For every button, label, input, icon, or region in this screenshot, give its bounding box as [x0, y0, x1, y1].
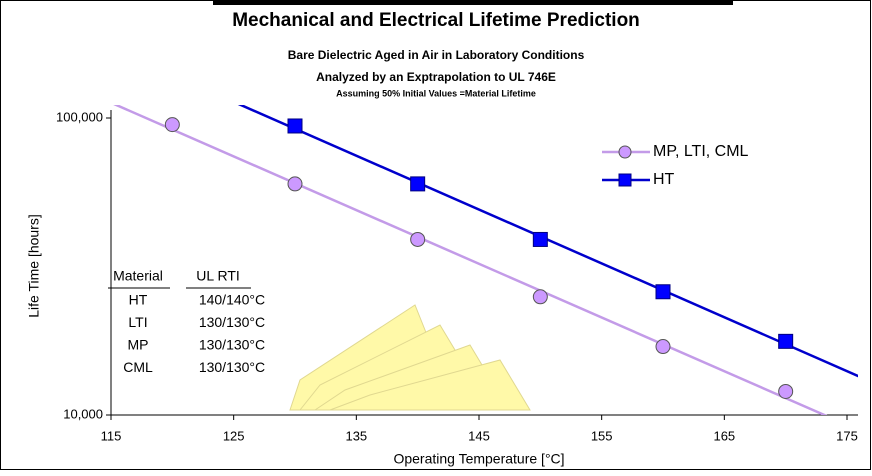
table-cell: HT [129, 292, 148, 308]
x-tick-label: 155 [591, 428, 613, 443]
legend-marker [618, 145, 632, 159]
trend-line [237, 105, 858, 378]
legend-marker [618, 173, 632, 187]
x-tick-label: 115 [101, 428, 122, 443]
table-cell: 140/140°C [199, 292, 265, 308]
marker [164, 117, 180, 133]
y-tick-label: 10,000 [63, 406, 103, 421]
x-axis-label: Operating Temperature [°C] [393, 451, 564, 467]
x-tick-label: 135 [345, 428, 367, 443]
table-header: Material [113, 268, 163, 284]
marker [655, 284, 671, 300]
legend-label: MP, LTI, CML [653, 143, 749, 160]
table-cell: MP [128, 337, 149, 353]
chart-subtitle: Analyzed by an Exptrapolation to UL 746E [316, 70, 556, 84]
x-tick-label: 145 [468, 428, 490, 443]
table-cell: 130/130°C [199, 359, 265, 375]
legend-label: HT [653, 171, 675, 188]
table-header: UL RTI [196, 268, 240, 284]
chart-subtitle: Bare Dielectric Aged in Air in Laborator… [288, 48, 585, 62]
table-cell: LTI [128, 314, 147, 330]
chart-title: Mechanical and Electrical Lifetime Predi… [232, 10, 640, 31]
marker [532, 231, 548, 247]
table-cell: 130/130°C [199, 314, 265, 330]
table-cell: CML [123, 359, 153, 375]
trend-line [113, 105, 828, 415]
marker [287, 176, 303, 192]
x-tick-label: 125 [223, 428, 245, 443]
marker [410, 231, 426, 247]
chart-subtitle: Assuming 50% Initial Values =Material Li… [336, 88, 536, 98]
marker [410, 176, 426, 192]
y-tick-label: 100,000 [56, 109, 103, 124]
marker [778, 333, 794, 349]
table-cell: 130/130°C [199, 337, 265, 353]
marker [532, 289, 548, 305]
x-tick-label: 175 [836, 428, 858, 443]
top-bar [213, 0, 733, 5]
photo-decoration [289, 304, 531, 411]
x-tick-label: 165 [713, 428, 735, 443]
y-axis-label: Life Time [hours] [26, 214, 42, 318]
marker [655, 339, 671, 355]
marker [287, 118, 303, 134]
plot-area [113, 105, 858, 415]
marker [778, 383, 794, 399]
